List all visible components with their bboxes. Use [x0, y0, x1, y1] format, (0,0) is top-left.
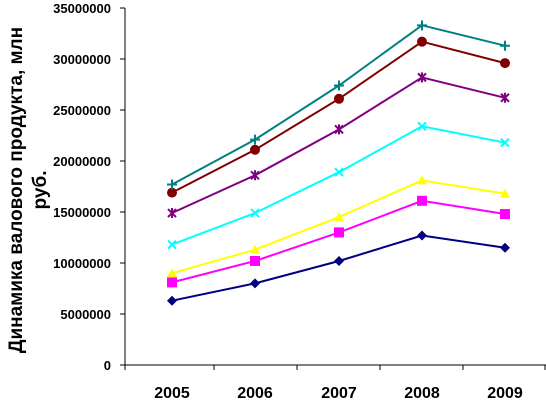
data-point-star — [250, 170, 260, 181]
data-point-triangle — [417, 175, 427, 185]
data-point-plus — [334, 80, 344, 91]
y-tick-label: 30000000 — [53, 52, 111, 67]
y-axis-title: Динамика валового продукта, млн руб. — [6, 27, 51, 353]
x-tick-label: 2008 — [404, 385, 440, 401]
data-point-plus — [167, 179, 177, 190]
y-tick-label: 0 — [104, 358, 111, 373]
x-tick-label: 2007 — [321, 385, 357, 401]
data-point-square — [250, 255, 260, 266]
x-tick-label: 2009 — [487, 385, 523, 401]
data-point-star — [500, 92, 510, 103]
series-line — [171, 40, 506, 194]
series-0 — [167, 230, 510, 306]
y-tick-label: 35000000 — [53, 1, 111, 16]
data-point-square — [500, 209, 510, 220]
data-point-star — [334, 124, 344, 135]
series-2 — [167, 175, 510, 278]
data-point-diamond — [500, 242, 510, 253]
data-point-diamond — [250, 278, 260, 289]
data-point-x — [500, 137, 510, 148]
y-axis-title-line: Динамика валового продукта, млн — [6, 27, 27, 353]
data-point-triangle — [250, 244, 260, 254]
data-point-triangle — [334, 212, 344, 222]
y-tick-label: 15000000 — [53, 205, 111, 220]
series-6 — [167, 20, 510, 190]
data-point-star — [167, 208, 177, 219]
y-tick-label: 25000000 — [53, 103, 111, 118]
y-axis-title-text: Динамика валового продукта, млн руб. — [6, 27, 51, 353]
data-point-square — [417, 195, 427, 206]
series-5 — [167, 36, 510, 198]
x-axis: 2005 2006 2007 2008 2009 — [124, 364, 546, 401]
data-point-plus — [417, 20, 427, 31]
data-point-circle — [500, 58, 510, 69]
data-point-diamond — [167, 295, 177, 306]
data-point-diamond — [334, 255, 344, 266]
data-point-triangle — [500, 188, 510, 198]
data-point-diamond — [417, 230, 427, 241]
data-point-circle — [417, 36, 427, 47]
y-tick-label: 10000000 — [53, 256, 111, 271]
data-point-x — [167, 239, 177, 250]
series-1 — [167, 195, 510, 288]
series-layer — [167, 20, 510, 306]
x-tick-label: 2006 — [237, 385, 273, 401]
series-4 — [167, 72, 510, 219]
data-point-x — [334, 167, 344, 177]
data-point-plus — [500, 40, 510, 51]
data-point-circle — [167, 187, 177, 198]
y-axis: 0 5000000 10000000 15000000 20000000 25000000… — [53, 1, 126, 373]
data-point-star — [417, 72, 427, 83]
data-point-plus — [250, 134, 260, 145]
data-point-square — [334, 227, 344, 238]
data-point-triangle — [167, 268, 177, 278]
data-point-circle — [250, 144, 260, 155]
series-3 — [167, 121, 510, 250]
data-point-x — [250, 208, 260, 218]
y-tick-label: 20000000 — [53, 154, 111, 169]
series-line — [171, 234, 506, 302]
data-point-square — [167, 277, 177, 288]
data-point-circle — [334, 93, 344, 104]
y-tick-label: 5000000 — [60, 307, 111, 322]
y-axis-title-line: руб. — [30, 171, 51, 210]
series-line — [171, 24, 506, 186]
x-tick-label: 2005 — [154, 385, 190, 401]
data-point-x — [417, 121, 427, 132]
